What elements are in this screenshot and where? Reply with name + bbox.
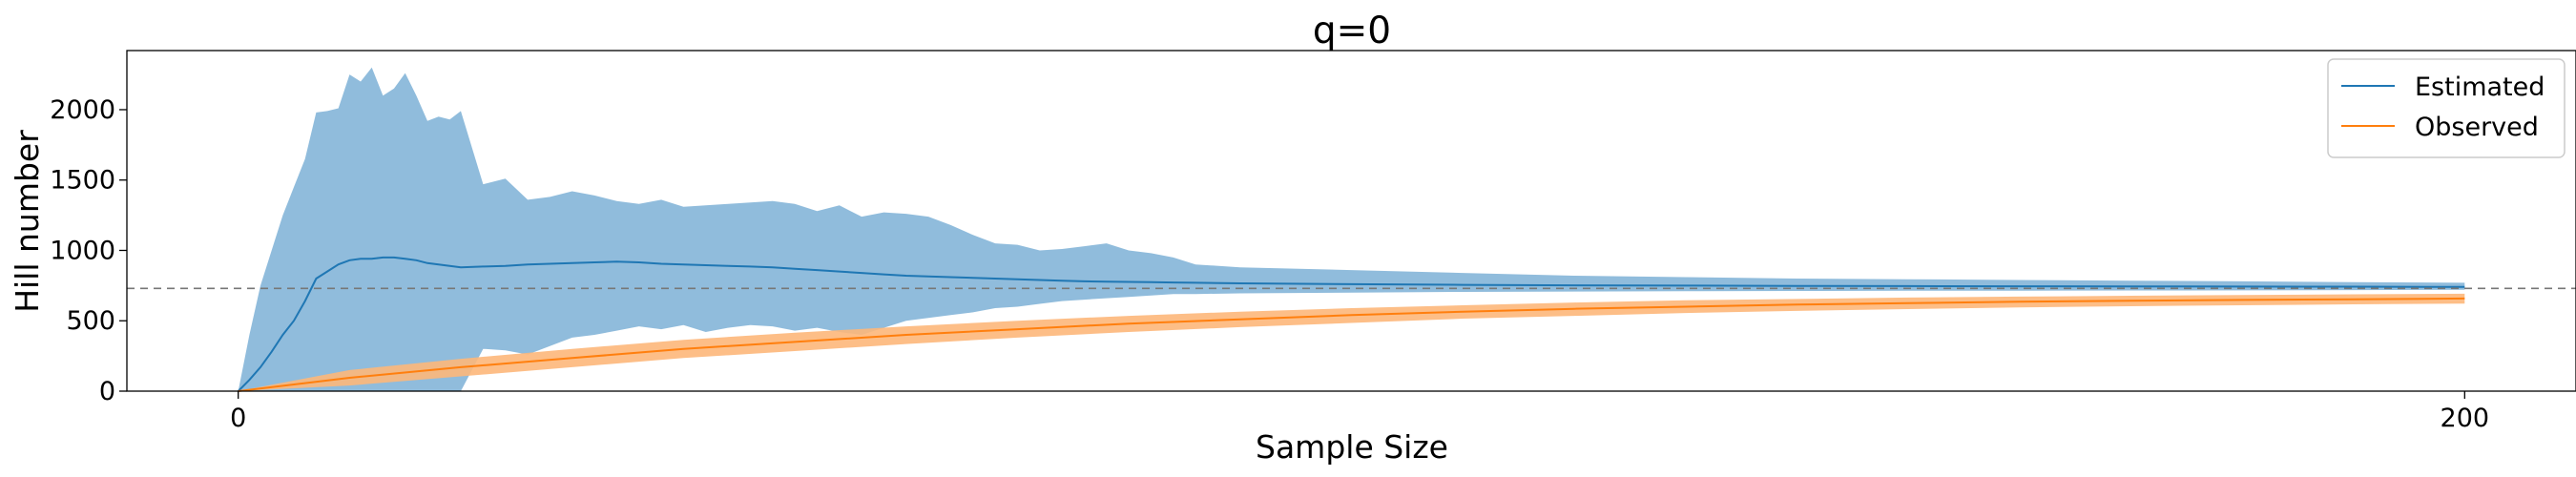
- legend-label-observed: Observed: [2415, 113, 2539, 142]
- chart-title: q=0: [1313, 10, 1391, 52]
- y-tick-label: 2000: [50, 95, 115, 125]
- y-axis-title: Hill number: [9, 130, 46, 313]
- y-tick-label: 1500: [50, 166, 115, 196]
- band-estimated: [238, 67, 2465, 391]
- legend: Estimated Observed: [2327, 58, 2566, 158]
- series-lines: [237, 256, 2465, 392]
- x-axis-title: Sample Size: [1256, 428, 1448, 466]
- y-axis-ticks: 0 500 1000 1500 2000: [50, 95, 127, 406]
- band-observed: [238, 293, 2465, 391]
- line-estimated: [237, 256, 2465, 392]
- x-tick-label: 0: [230, 404, 246, 433]
- line-observed: [238, 297, 2465, 392]
- y-tick-label: 500: [66, 306, 115, 336]
- confidence-bands: [238, 67, 2465, 391]
- legend-box: [2327, 58, 2566, 158]
- legend-label-estimated: Estimated: [2415, 73, 2545, 102]
- plot-frame: [126, 50, 2576, 392]
- x-tick-label: 200: [2441, 404, 2490, 433]
- x-axis-ticks: 0 200: [230, 391, 2489, 433]
- y-tick-label: 0: [99, 377, 115, 406]
- y-tick-label: 1000: [50, 236, 115, 265]
